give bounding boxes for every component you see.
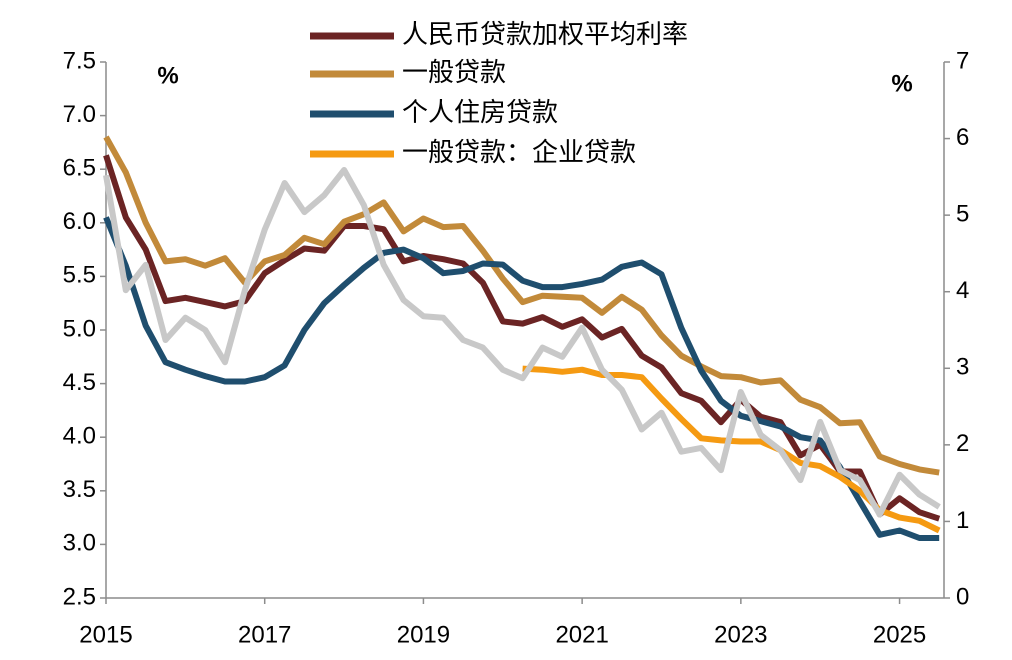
x-tick-label: 2019 bbox=[397, 621, 450, 648]
y-tick-label: 4.5 bbox=[63, 369, 96, 396]
y-axis-unit: % bbox=[157, 62, 178, 89]
y-tick-label: 2.5 bbox=[63, 583, 96, 610]
x-tick-label: 2017 bbox=[238, 621, 291, 648]
y2-tick-label: 1 bbox=[956, 507, 969, 534]
y-tick-label: 3.0 bbox=[63, 530, 96, 557]
x-tick-label: 2025 bbox=[873, 621, 926, 648]
y2-tick-label: 4 bbox=[956, 277, 969, 304]
y-tick-label: 3.5 bbox=[63, 476, 96, 503]
y-tick-label: 4.0 bbox=[63, 423, 96, 450]
y2-tick-label: 2 bbox=[956, 430, 969, 457]
legend-label: 一般贷款：企业贷款 bbox=[402, 137, 636, 167]
y-tick-label: 5.0 bbox=[63, 315, 96, 342]
x-tick-label: 2023 bbox=[714, 621, 767, 648]
y2-tick-label: 5 bbox=[956, 200, 969, 227]
y2-tick-label: 6 bbox=[956, 124, 969, 151]
y-tick-label: 7.0 bbox=[63, 101, 96, 128]
y2-tick-label: 0 bbox=[956, 583, 969, 610]
series-line bbox=[103, 216, 940, 541]
legend-label: 一般贷款 bbox=[402, 57, 506, 87]
y2-tick-label: 3 bbox=[956, 354, 969, 381]
x-tick-label: 2015 bbox=[79, 621, 132, 648]
legend-label: 个人住房贷款 bbox=[402, 97, 558, 127]
y-tick-label: 6.5 bbox=[63, 155, 96, 182]
y-tick-label: 6.0 bbox=[63, 208, 96, 235]
x-tick-label: 2021 bbox=[555, 621, 608, 648]
y2-tick-label: 7 bbox=[956, 47, 969, 74]
series-line bbox=[103, 167, 941, 518]
y2-axis-unit: % bbox=[891, 70, 912, 97]
y-tick-label: 7.5 bbox=[63, 47, 96, 74]
legend-label: 人民币贷款加权平均利率 bbox=[402, 19, 688, 49]
y-tick-label: 5.5 bbox=[63, 262, 96, 289]
